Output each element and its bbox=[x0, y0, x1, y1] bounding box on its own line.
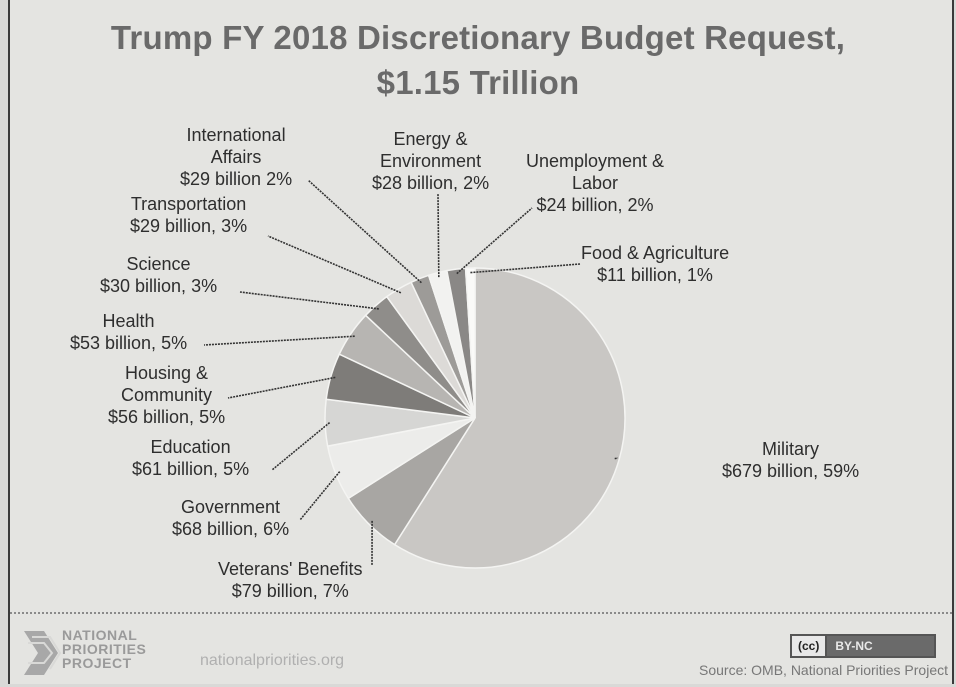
leader-line bbox=[456, 207, 533, 275]
cc-icon: (cc) bbox=[792, 636, 828, 656]
footer-divider bbox=[10, 612, 952, 614]
label-science: Science $30 billion, 3% bbox=[100, 254, 218, 296]
leader-line bbox=[227, 376, 336, 399]
leader-line bbox=[203, 335, 355, 346]
pie-slice-military bbox=[393, 267, 626, 569]
leader-line bbox=[267, 235, 402, 294]
label-education: Education $61 billion, 5% bbox=[132, 437, 250, 479]
license-text: BY-NC bbox=[827, 636, 934, 656]
label-international-affairs: International Affairs $29 billion 2% bbox=[180, 125, 293, 189]
leader-line bbox=[239, 291, 379, 310]
leader-line bbox=[299, 471, 341, 521]
label-health: Health $53 billion, 5% bbox=[70, 311, 188, 353]
label-unemployment-labor: Unemployment & Labor $24 billion, 2% bbox=[526, 151, 665, 215]
npp-url: nationalpriorities.org bbox=[200, 652, 345, 669]
label-transportation: Transportation $29 billion, 3% bbox=[130, 194, 248, 236]
label-military: Military $679 billion, 59% bbox=[722, 439, 860, 481]
label-housing-community: Housing & Community $56 billion, 5% bbox=[108, 363, 226, 427]
label-government: Government $68 billion, 6% bbox=[172, 497, 290, 539]
source-note: Source: OMB, National Priorities Project bbox=[699, 662, 948, 678]
label-veterans-benefits: Veterans' Benefits $79 billion, 7% bbox=[218, 559, 363, 601]
leader-line bbox=[614, 457, 619, 460]
pie-slice-food-agriculture bbox=[464, 267, 476, 419]
leader-line bbox=[307, 179, 422, 284]
leader-line bbox=[470, 263, 581, 274]
label-energy-environment: Energy & Environment $28 billion, 2% bbox=[372, 129, 490, 193]
npp-org-name: NATIONAL PRIORITIES PROJECT bbox=[62, 627, 147, 671]
leader-line bbox=[437, 193, 440, 278]
chart-subtitle: $1.15 Trillion bbox=[376, 64, 580, 101]
npp-logo-icon bbox=[24, 631, 62, 675]
leader-line bbox=[271, 421, 331, 471]
chart-title: Trump FY 2018 Discretionary Budget Reque… bbox=[110, 19, 846, 56]
cc-license-badge: (cc) BY-NC bbox=[790, 634, 936, 658]
label-food-agriculture: Food & Agriculture $11 billion, 1% bbox=[581, 243, 730, 285]
